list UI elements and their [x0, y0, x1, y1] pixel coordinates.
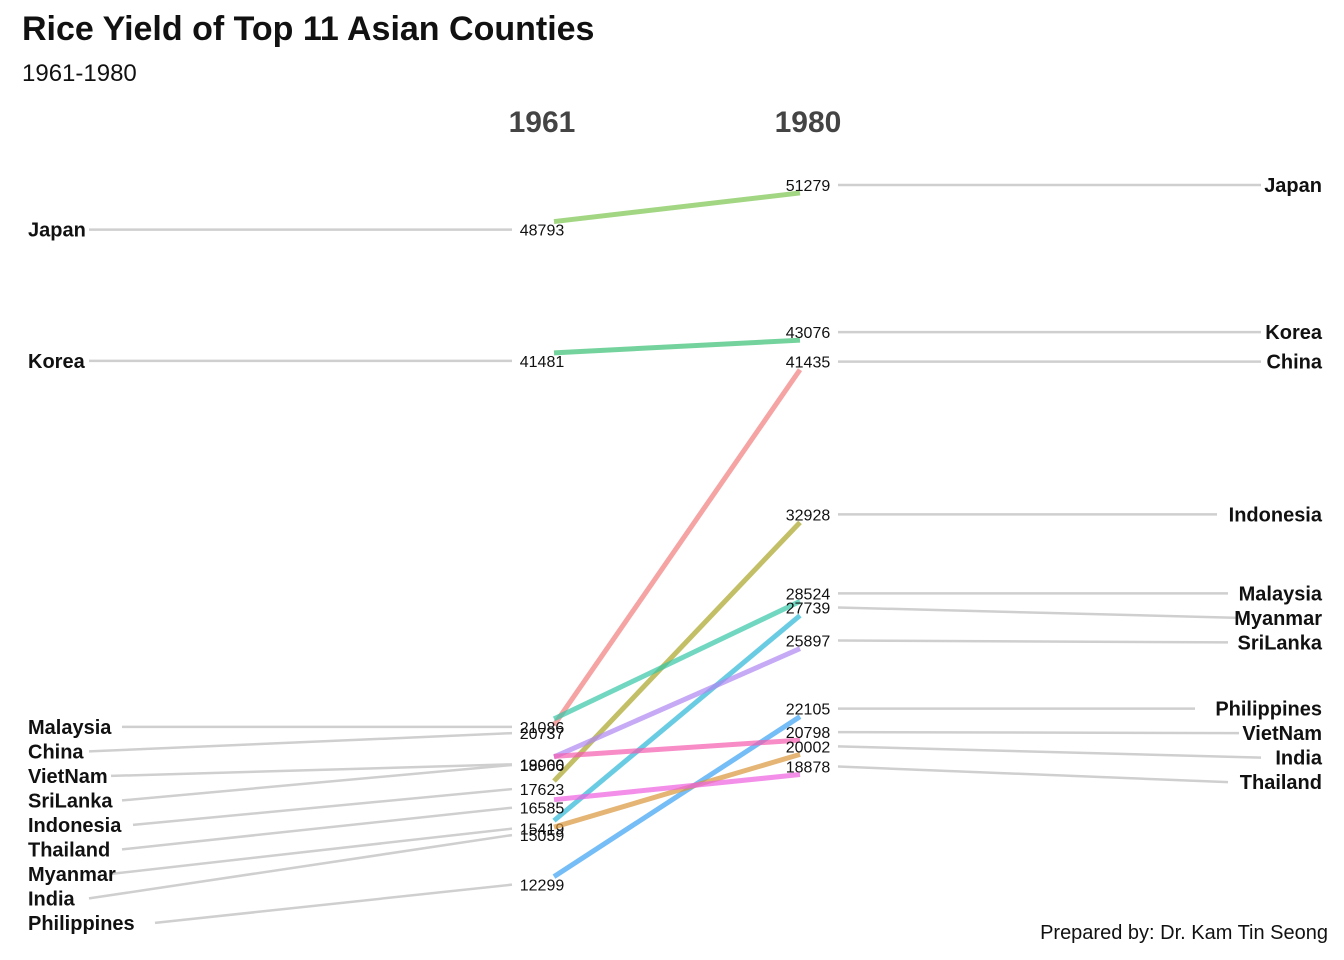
- value-1980-srilanka: 25897: [786, 634, 831, 651]
- label-left-japan: Japan: [28, 220, 86, 242]
- value-1961-japan: 48793: [520, 223, 565, 240]
- label-right-indonesia: Indonesia: [1229, 504, 1323, 526]
- connector-left-vietnam: [110, 763, 513, 778]
- value-1980-japan: 51279: [786, 178, 831, 195]
- label-right-korea: Korea: [1265, 322, 1323, 344]
- label-left-srilanka: SriLanka: [28, 790, 113, 812]
- label-right-china: China: [1266, 352, 1322, 374]
- value-1961-thailand: 16585: [520, 801, 565, 818]
- label-right-india: India: [1275, 748, 1323, 770]
- label-left-indonesia: Indonesia: [28, 815, 122, 837]
- value-1980-china: 41435: [786, 355, 831, 372]
- value-1961-philippines: 12299: [520, 878, 565, 895]
- chart-caption: Prepared by: Dr. Kam Tin Seong: [1040, 922, 1328, 944]
- value-1961-india: 15059: [520, 828, 565, 845]
- connector-left-myanmar: [110, 827, 513, 876]
- label-left-thailand: Thailand: [28, 839, 110, 861]
- connector-left-thailand: [121, 806, 513, 851]
- slope-line-malaysia: [552, 599, 802, 722]
- label-left-myanmar: Myanmar: [28, 864, 116, 886]
- label-right-malaysia: Malaysia: [1239, 583, 1323, 605]
- value-1980-vietnam: 20798: [786, 725, 831, 742]
- value-1980-indonesia: 32928: [786, 507, 831, 524]
- label-right-philippines: Philippines: [1215, 699, 1322, 721]
- label-left-philippines: Philippines: [28, 913, 135, 935]
- connector-left-india: [88, 833, 513, 900]
- year-header-1980: 1980: [775, 106, 842, 139]
- connector-right-india: [837, 745, 1262, 759]
- value-1980-thailand: 18878: [786, 760, 831, 777]
- connector-left-china: [88, 731, 513, 753]
- value-1961-vietnam: 19000: [520, 757, 565, 774]
- value-1961-srilanka: 18966: [520, 758, 565, 775]
- label-left-korea: Korea: [28, 351, 86, 373]
- label-right-srilanka: SriLanka: [1238, 632, 1323, 654]
- value-1961-korea: 41481: [520, 354, 565, 371]
- slope-line-vietnam: [553, 737, 801, 759]
- connector-right-vietnam: [837, 730, 1240, 735]
- slope-line-thailand: [553, 772, 801, 803]
- connector-left-philippines: [154, 883, 513, 925]
- connector-left-indonesia: [132, 787, 513, 827]
- connector-left-srilanka: [121, 763, 513, 802]
- value-1980-philippines: 22105: [786, 702, 831, 719]
- chart-subtitle: 1961-1980: [22, 60, 137, 87]
- label-right-vietnam: VietNam: [1242, 723, 1322, 745]
- connector-right-thailand: [837, 765, 1229, 784]
- chart-title: Rice Yield of Top 11 Asian Counties: [22, 10, 595, 48]
- label-left-malaysia: Malaysia: [28, 717, 112, 739]
- connector-right-myanmar: [837, 606, 1240, 620]
- value-1980-india: 20002: [786, 739, 831, 756]
- slope-line-srilanka: [552, 646, 802, 760]
- value-1961-malaysia: 21086: [520, 720, 565, 737]
- label-left-vietnam: VietNam: [28, 766, 108, 788]
- connector-right-srilanka: [837, 639, 1229, 644]
- label-right-japan: Japan: [1264, 175, 1322, 197]
- value-1961-china: 20737: [520, 726, 565, 743]
- label-left-china: China: [28, 741, 84, 763]
- slope-line-korea: [553, 337, 801, 356]
- year-header-1961: 1961: [509, 106, 576, 139]
- slope-line-india: [553, 751, 801, 830]
- slope-line-myanmar: [552, 613, 802, 823]
- label-left-india: India: [28, 888, 76, 910]
- value-1980-myanmar: 27739: [786, 600, 831, 617]
- value-1961-myanmar: 15419: [520, 822, 565, 839]
- slope-line-china: [551, 368, 803, 727]
- value-1980-korea: 43076: [786, 325, 831, 342]
- value-1961-indonesia: 17623: [520, 782, 565, 799]
- label-right-thailand: Thailand: [1240, 772, 1322, 794]
- slope-line-japan: [553, 190, 801, 225]
- label-right-myanmar: Myanmar: [1234, 608, 1322, 630]
- value-1980-malaysia: 28524: [786, 586, 831, 603]
